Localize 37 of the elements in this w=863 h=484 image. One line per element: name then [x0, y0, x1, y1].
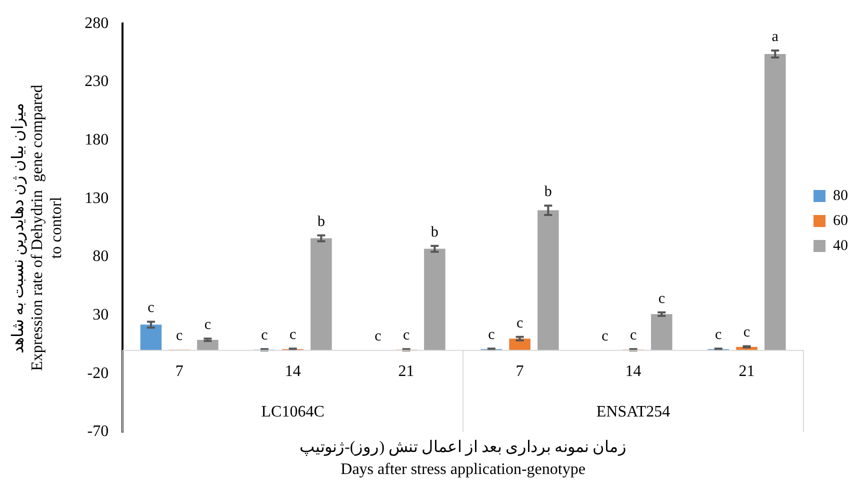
x-tick-label: 21	[398, 363, 414, 380]
legend-label: 40	[833, 238, 848, 254]
annotation: LC1064C	[261, 404, 324, 421]
legend-label: 60	[833, 212, 848, 229]
x-tick-label: 14	[625, 363, 642, 380]
y-tick-label: -70	[87, 423, 109, 440]
data-label: b	[544, 184, 552, 200]
data-label: c	[204, 317, 212, 334]
y-tick-label: 230	[84, 73, 109, 90]
data-label: c	[715, 327, 722, 344]
data-label: c	[488, 327, 496, 344]
y-tick-label: 30	[92, 306, 109, 324]
data-label: c	[261, 328, 268, 344]
annotation: ENSAT254	[596, 404, 670, 421]
y-tick-label: 80	[92, 248, 109, 266]
x-tick-label: 7	[175, 363, 184, 380]
legend-label: 80	[833, 188, 848, 204]
y-tick-label: 280	[84, 14, 109, 32]
data-label: b	[430, 224, 438, 240]
x-tick-label: 21	[738, 363, 755, 380]
data-label: c	[630, 328, 637, 344]
y-tick-label: 180	[84, 131, 109, 148]
data-label: a	[772, 28, 779, 45]
y-tick-label: -20	[87, 364, 109, 382]
x-tick-label: 14	[284, 363, 301, 380]
y-tick-label: 130	[84, 190, 109, 207]
data-label: b	[317, 214, 325, 230]
data-label: c	[374, 328, 382, 344]
data-label: c	[148, 300, 155, 316]
data-label: c	[743, 324, 750, 341]
data-label: c	[289, 327, 296, 344]
data-label: c	[658, 290, 666, 307]
data-label: c	[516, 315, 524, 332]
data-label: c	[602, 328, 609, 344]
data-label: c	[176, 328, 184, 344]
data-label: c	[402, 328, 410, 344]
x-tick-label: 7	[516, 363, 524, 380]
